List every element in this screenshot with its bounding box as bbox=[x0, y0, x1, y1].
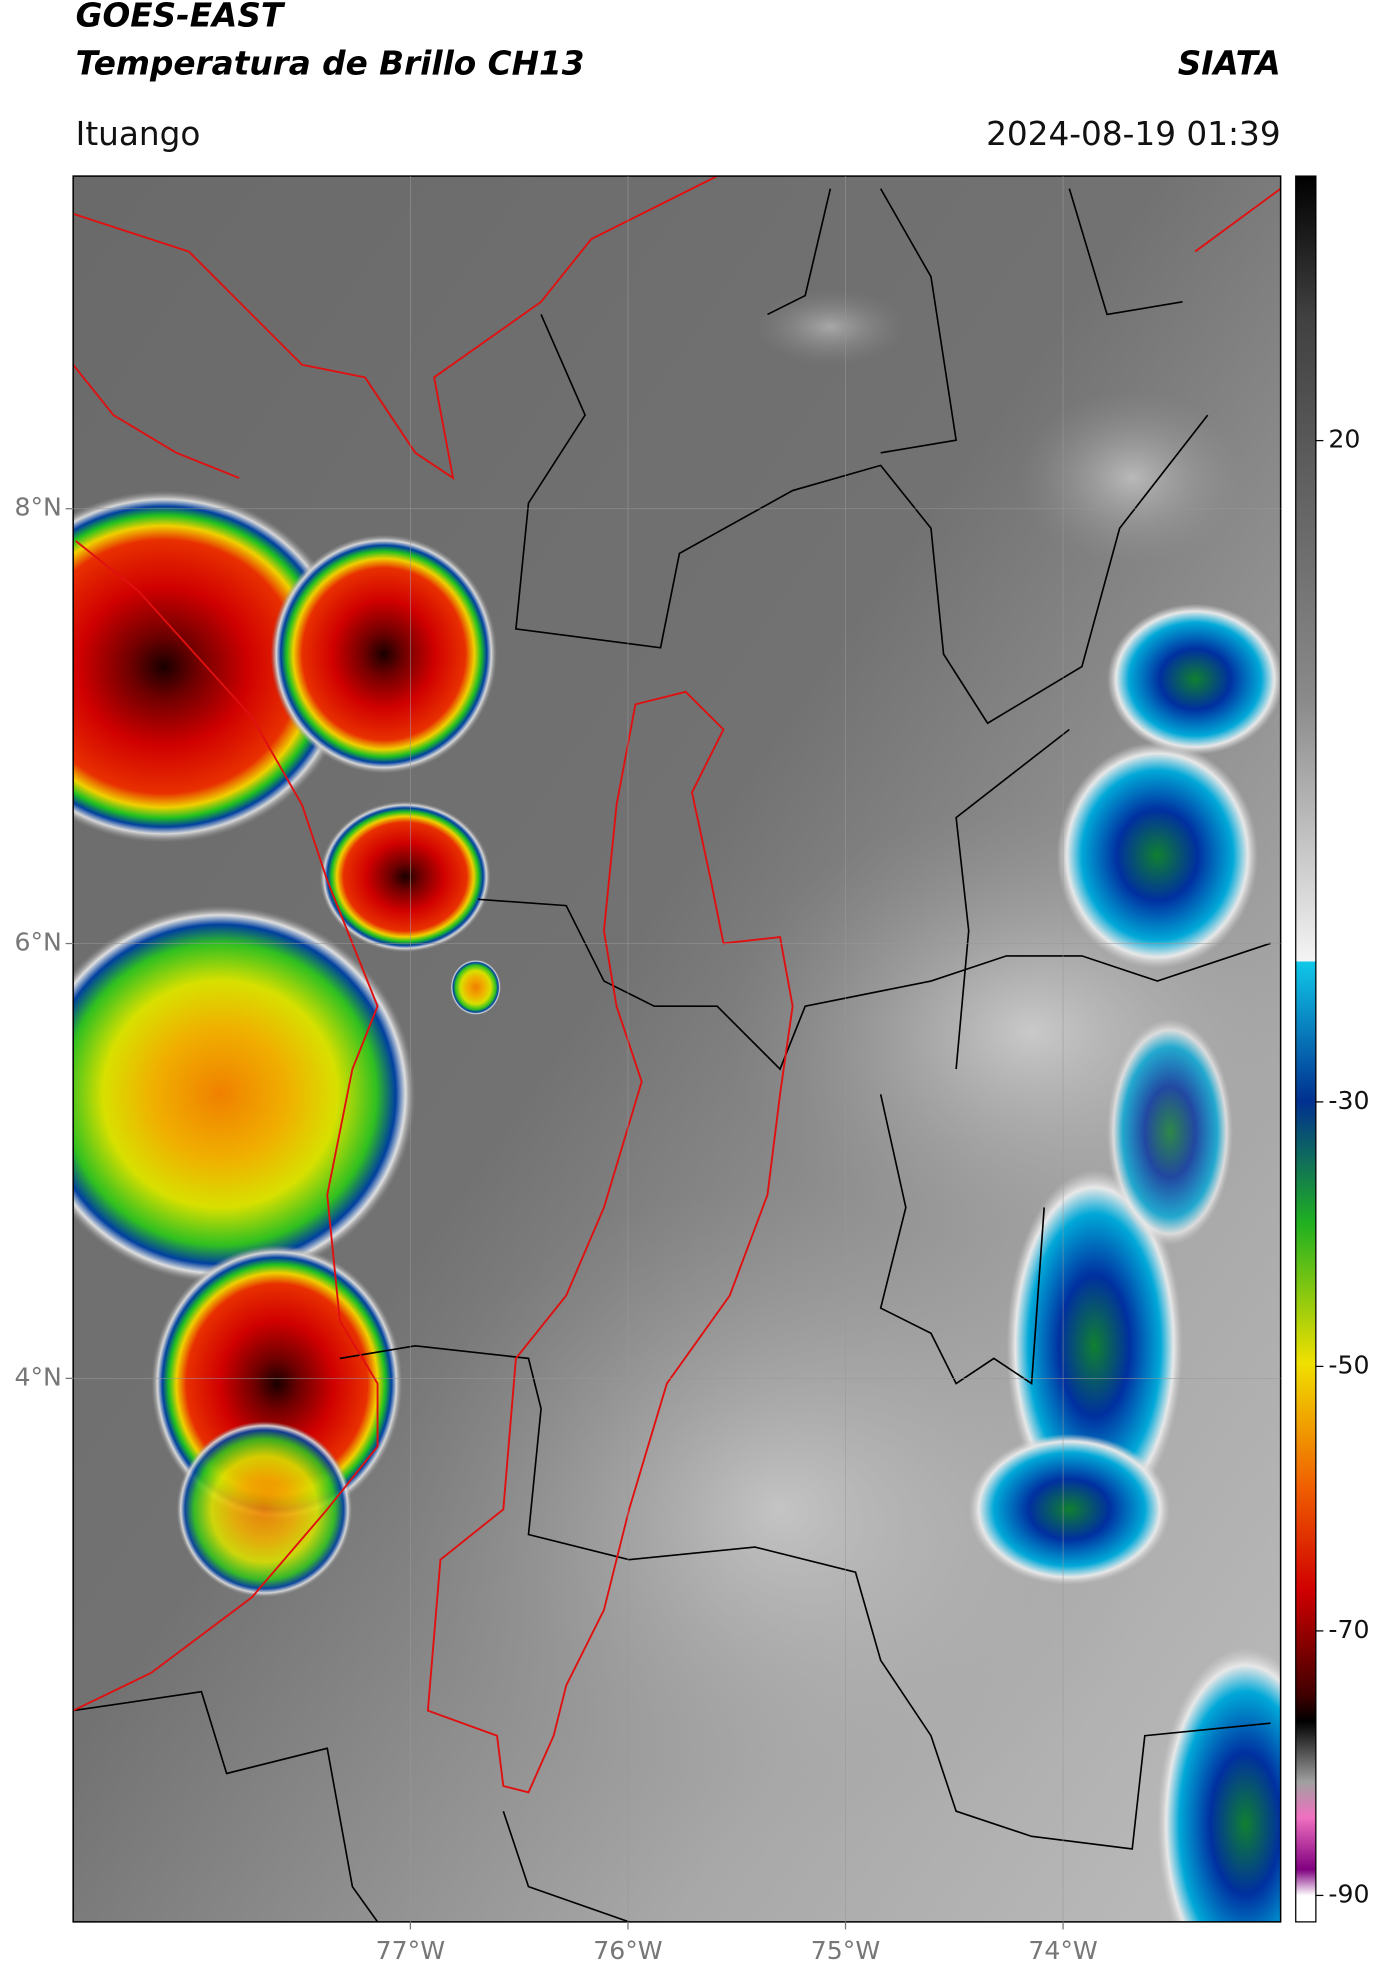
colorbar-tick-label: -30 bbox=[1328, 1086, 1369, 1115]
datetime: 2024-08-19 01:39 bbox=[986, 115, 1281, 153]
title: GOES-EAST bbox=[76, 0, 286, 35]
source: SIATA bbox=[1178, 44, 1281, 82]
colorbar bbox=[1295, 175, 1317, 1923]
lon-tick-label: 76°W bbox=[593, 1936, 663, 1965]
map-frame bbox=[72, 175, 1282, 1923]
lon-tick-label: 77°W bbox=[376, 1936, 446, 1965]
lon-tick-label: 74°W bbox=[1028, 1936, 1098, 1965]
lat-tick-label: 4°N bbox=[14, 1362, 61, 1391]
subtitle: Temperatura de Brillo CH13 bbox=[76, 44, 585, 82]
lon-tick-label: 75°W bbox=[811, 1936, 881, 1965]
lat-tick-label: 6°N bbox=[14, 928, 61, 957]
satellite-image bbox=[73, 176, 1281, 1922]
colorbar-tick-label: -70 bbox=[1328, 1615, 1369, 1644]
colorbar-tick-label: -90 bbox=[1328, 1879, 1369, 1908]
colorbar-tick-label: -50 bbox=[1328, 1350, 1369, 1379]
location: Ituango bbox=[76, 115, 201, 153]
lat-tick-label: 8°N bbox=[14, 493, 61, 522]
colorbar-tick-label: 20 bbox=[1328, 425, 1360, 454]
